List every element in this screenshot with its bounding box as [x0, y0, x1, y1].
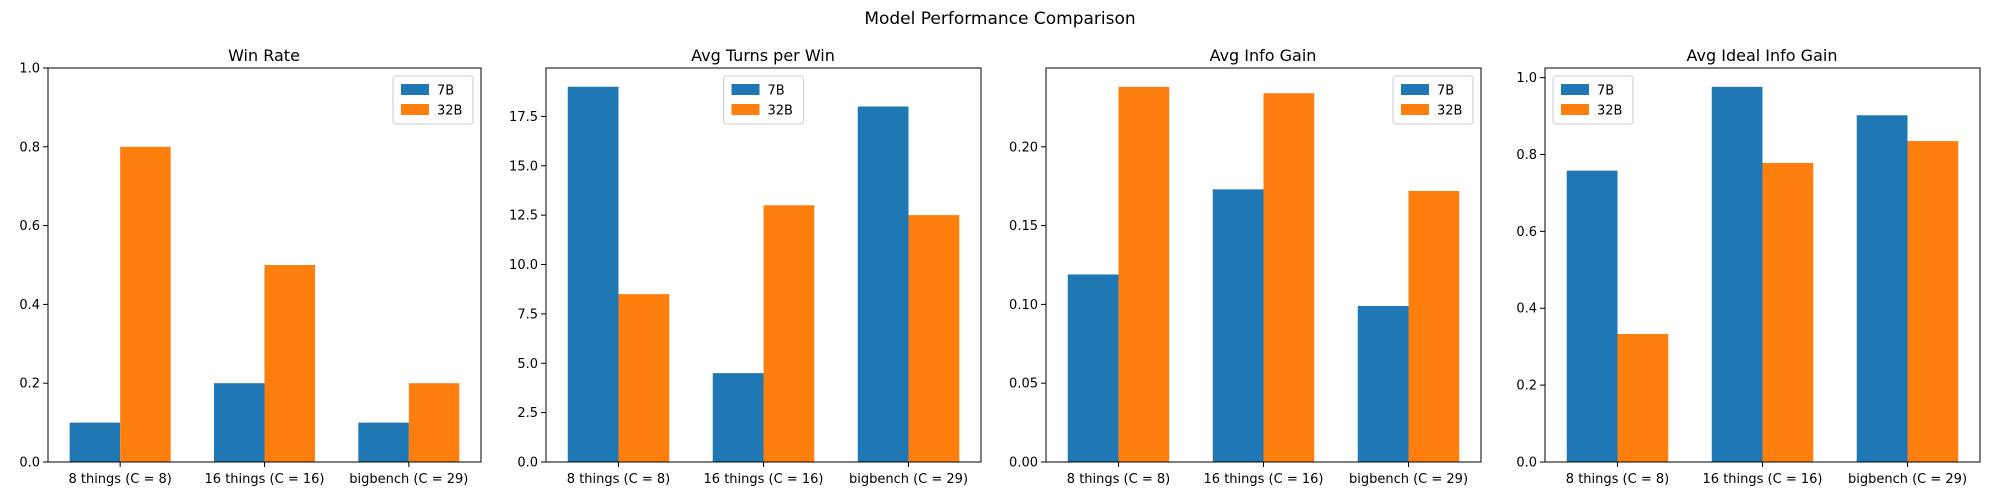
y-tick-label: 0.0 [19, 456, 40, 471]
legend-swatch-32b [1561, 104, 1589, 115]
y-tick-label: 0.0 [517, 456, 538, 471]
legend-swatch-7b [401, 84, 429, 95]
bar-7b-1 [69, 422, 121, 462]
x-tick-label: 16 things (C = 16) [1703, 472, 1823, 487]
y-tick-label: 15.0 [509, 159, 538, 174]
y-tick-label: 0.2 [1516, 379, 1537, 394]
bar-7b-2 [712, 373, 764, 462]
y-tick-label: 10.0 [509, 258, 538, 273]
bar-32b-1 [120, 146, 171, 463]
bar-7b-1 [1566, 170, 1618, 462]
y-tick-label: 0.2 [19, 377, 40, 392]
legend-swatch-7b [1401, 84, 1429, 95]
legend-label-32b: 32B [437, 104, 462, 119]
subplot-avg-ideal-info-gain: Avg Ideal Info Gain 0.0 0.2 0.4 0.6 0.8 1.0 8 … [1516, 46, 1981, 487]
y-tick-label: 0.8 [1516, 148, 1537, 163]
y-tick-label: 5.0 [517, 357, 538, 372]
legend-label-32b: 32B [768, 104, 793, 119]
y-tick-label: 0.00 [1009, 456, 1038, 471]
y-tick-label: 0.15 [1009, 219, 1038, 234]
x-tick-label: 16 things (C = 16) [205, 472, 325, 487]
legend-label-7b: 7B [1597, 84, 1614, 99]
x-tick-label: 16 things (C = 16) [1204, 472, 1324, 487]
bar-7b-1 [1067, 274, 1119, 462]
bar-32b-1 [1617, 334, 1669, 462]
bar-32b-2 [1762, 162, 1814, 462]
subplot-avg-info-gain: Avg Info Gain 0.00 0.05 0.10 0.15 0.20 8 thin… [1009, 46, 1482, 487]
legend-swatch-7b [1561, 84, 1589, 95]
legend-swatch-32b [1401, 104, 1429, 115]
subplot-title: Win Rate [228, 46, 300, 65]
bar-7b-3 [1856, 115, 1908, 462]
bar-7b-3 [857, 106, 909, 462]
bar-7b-3 [1357, 305, 1409, 462]
bar-32b-3 [1408, 190, 1460, 462]
legend-label-7b: 7B [768, 84, 785, 99]
bar-32b-1 [1118, 86, 1170, 462]
y-tick-label: 12.5 [509, 209, 538, 224]
bar-7b-1 [567, 86, 619, 462]
x-tick-label: bigbench (C = 29) [1349, 472, 1468, 487]
bar-32b-2 [1263, 93, 1315, 462]
subplot-avg-turns-per-win: Avg Turns per Win 0.0 2.5 5.0 7.5 10.0 12.5 15… [509, 46, 982, 487]
y-tick-label: 1.0 [19, 62, 40, 77]
y-tick-label: 0.4 [19, 298, 40, 313]
legend-label-7b: 7B [437, 84, 454, 99]
bar-7b-2 [1212, 189, 1264, 462]
subplot-title: Avg Info Gain [1210, 46, 1317, 65]
legend-label-7b: 7B [1437, 84, 1454, 99]
y-tick-label: 0.20 [1009, 140, 1038, 155]
x-tick-label: bigbench (C = 29) [1848, 472, 1967, 487]
y-tick-label: 0.6 [19, 219, 40, 234]
y-tick-label: 17.5 [509, 110, 538, 125]
legend-swatch-32b [401, 104, 429, 115]
y-tick-label: 0.6 [1516, 225, 1537, 240]
subplot-title: Avg Ideal Info Gain [1687, 46, 1838, 65]
x-tick-label: 8 things (C = 8) [567, 472, 670, 487]
x-tick-label: 16 things (C = 16) [704, 472, 824, 487]
legend-label-32b: 32B [1437, 104, 1462, 119]
y-tick-label: 7.5 [517, 307, 538, 322]
subplot-title: Avg Turns per Win [691, 46, 835, 65]
x-tick-label: 8 things (C = 8) [1067, 472, 1170, 487]
bar-32b-3 [408, 383, 460, 462]
bar-7b-2 [1711, 86, 1763, 462]
bar-32b-1 [618, 294, 670, 462]
legend-swatch-32b [731, 104, 760, 115]
y-tick-label: 0.10 [1009, 298, 1038, 313]
subplot-win-rate: Win Rate 0.0 0.2 0.4 0.6 0.8 1.0 8 things (C =… [19, 46, 482, 487]
y-tick-label: 0.4 [1516, 302, 1537, 317]
legend-label-32b: 32B [1597, 104, 1622, 119]
y-tick-label: 2.5 [517, 406, 538, 421]
bar-32b-2 [264, 265, 316, 462]
legend-swatch-7b [731, 84, 760, 95]
figure-title: Model Performance Comparison [864, 9, 1135, 29]
bar-32b-3 [908, 215, 960, 462]
x-tick-label: 8 things (C = 8) [1566, 472, 1669, 487]
bar-32b-2 [763, 205, 815, 462]
x-tick-label: bigbench (C = 29) [849, 472, 968, 487]
bar-7b-2 [213, 383, 265, 462]
x-tick-label: bigbench (C = 29) [349, 472, 468, 487]
y-tick-label: 0.0 [1516, 456, 1537, 471]
y-tick-label: 0.05 [1009, 377, 1038, 392]
x-tick-label: 8 things (C = 8) [68, 472, 171, 487]
y-tick-label: 0.8 [19, 140, 40, 155]
bar-32b-3 [1907, 141, 1959, 462]
y-tick-label: 1.0 [1516, 71, 1537, 86]
bar-7b-3 [358, 422, 409, 462]
